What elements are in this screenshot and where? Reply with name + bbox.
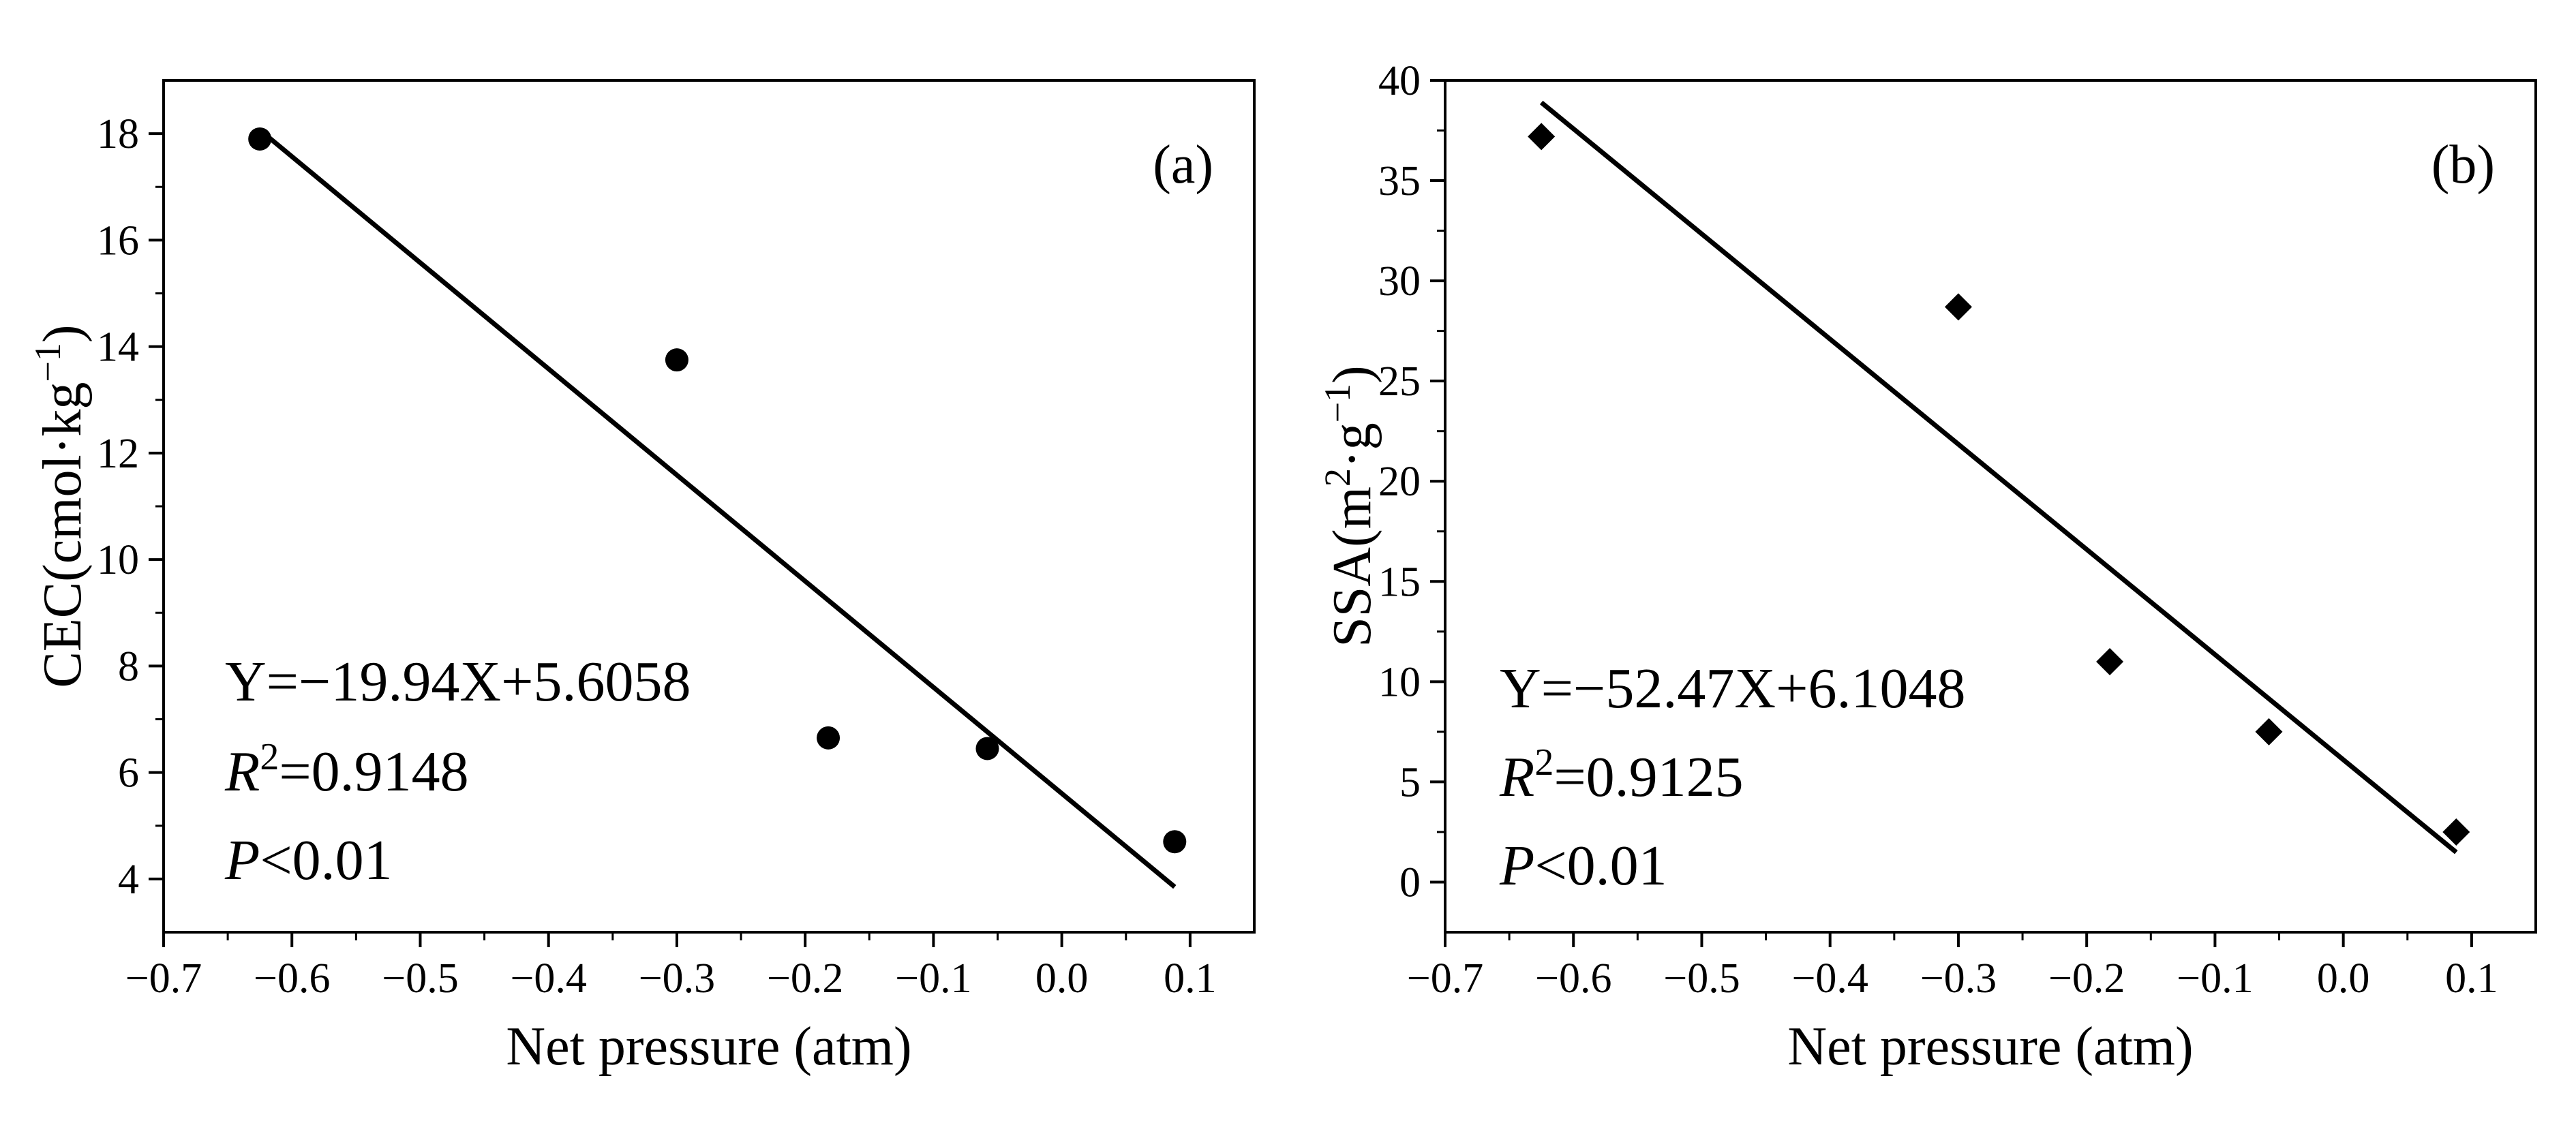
data-point <box>975 737 999 760</box>
data-points <box>1528 123 2470 846</box>
data-point <box>1944 293 1972 321</box>
y-axis-title-mid: ·g <box>1322 422 1382 468</box>
data-point <box>1528 123 1556 151</box>
regression-line <box>258 128 1177 889</box>
x-axis-ticks: −0.7 −0.6 −0.5 −0.4 −0.3 −0.2 −0.1 0.0 0.1 <box>125 932 1217 1002</box>
y-tick-label: 14 <box>97 324 139 371</box>
x-tick-label: −0.1 <box>2177 955 2253 1002</box>
y-tick-label: 12 <box>97 431 139 477</box>
y-axis-title-superscript: −1 <box>27 343 68 382</box>
p-value-annotation: P<0.01 <box>224 829 393 892</box>
r-squared-annotation: R2=0.9125 <box>1499 741 1744 809</box>
x-tick-label: −0.4 <box>1791 955 1868 1002</box>
y-axis-title-close: ) <box>33 325 93 343</box>
y-tick-label: 25 <box>1378 358 1421 405</box>
x-axis-title: Net pressure (atm) <box>1787 1017 2193 1077</box>
x-axis-title: Net pressure (atm) <box>506 1017 911 1077</box>
r-squared-value: =0.9125 <box>1554 745 1743 809</box>
r-squared-value: =0.9148 <box>279 740 468 803</box>
y-tick-label: 35 <box>1378 158 1421 204</box>
p-value-annotation: P<0.01 <box>1499 834 1667 897</box>
r-superscript: 2 <box>1534 741 1554 784</box>
y-tick-label: 30 <box>1378 258 1421 305</box>
x-tick-label: −0.3 <box>1920 955 1997 1002</box>
y-tick-label: 4 <box>118 857 139 903</box>
plot-frame <box>1444 79 2537 934</box>
y-axis-title-superscript-2: −1 <box>1317 384 1358 422</box>
regression-equation: Y=−52.47X+6.1048 <box>1500 657 1965 720</box>
p-letter: P <box>1499 834 1534 897</box>
y-axis-title: SSA(m2·g−1) <box>1317 365 1382 647</box>
data-points <box>248 127 1187 854</box>
chart-panel-a: −0.7 −0.6 −0.5 −0.4 −0.3 −0.2 −0.1 0.0 0.1 4 6 8 10… <box>27 79 1256 1077</box>
x-tick-label: −0.4 <box>510 955 586 1002</box>
y-axis-title-main: SSA(m <box>1322 487 1382 647</box>
x-tick-label: −0.1 <box>895 955 971 1002</box>
p-value: <0.01 <box>1534 834 1667 897</box>
x-tick-label: −0.3 <box>639 955 715 1002</box>
x-tick-label: −0.6 <box>1535 955 1611 1002</box>
data-point <box>2096 647 2124 675</box>
r-letter: R <box>224 740 260 803</box>
x-tick-label: −0.2 <box>767 955 843 1002</box>
panel-label: (b) <box>2431 135 2495 195</box>
x-axis-ticks: −0.7 −0.6 −0.5 −0.4 −0.3 −0.2 −0.1 0.0 0.1 <box>1407 932 2498 1002</box>
x-tick-label: −0.2 <box>2048 955 2125 1002</box>
x-tick-label: −0.6 <box>254 955 330 1002</box>
r-superscript: 2 <box>260 736 279 778</box>
y-tick-label: 20 <box>1378 459 1421 505</box>
y-tick-label: 15 <box>1378 559 1421 605</box>
y-tick-label: 18 <box>97 111 139 157</box>
panel-label: (a) <box>1153 135 1213 195</box>
x-tick-label: −0.5 <box>382 955 458 1002</box>
y-tick-label: 8 <box>118 643 139 690</box>
y-axis-title-close: ) <box>1322 365 1382 384</box>
x-tick-label: −0.7 <box>125 955 202 1002</box>
y-axis-title-superscript-1: 2 <box>1317 468 1358 487</box>
data-point <box>2255 718 2283 745</box>
x-tick-label: −0.5 <box>1663 955 1740 1002</box>
x-tick-label: 0.1 <box>2445 955 2498 1002</box>
y-tick-label: 0 <box>1399 859 1421 906</box>
x-tick-label: 0.1 <box>1164 955 1217 1002</box>
data-point <box>248 127 272 151</box>
y-tick-label: 40 <box>1378 58 1421 104</box>
chart-panel-b: −0.7 −0.6 −0.5 −0.4 −0.3 −0.2 −0.1 0.0 0.1 0 5 10 1… <box>1317 58 2537 1077</box>
y-tick-label: 5 <box>1399 759 1421 805</box>
data-point <box>1163 830 1187 854</box>
y-axis-title: CEC(cmol·kg−1) <box>27 325 93 688</box>
x-tick-label: 0.0 <box>1035 955 1089 1002</box>
r-letter: R <box>1499 745 1534 809</box>
y-tick-label: 6 <box>118 750 139 797</box>
x-tick-label: −0.7 <box>1407 955 1483 1002</box>
data-point <box>817 726 840 750</box>
x-tick-label: 0.0 <box>2317 955 2370 1002</box>
y-tick-label: 16 <box>97 217 139 264</box>
data-point <box>665 348 688 372</box>
y-tick-label: 10 <box>97 537 139 583</box>
plot-frame <box>162 79 1256 934</box>
p-value: <0.01 <box>260 829 392 892</box>
regression-equation: Y=−19.94X+5.6058 <box>225 650 691 713</box>
y-axis-ticks: 0 5 10 15 20 25 30 35 40 <box>1378 58 1445 906</box>
y-axis-title-main: CEC(cmol·kg <box>33 382 93 688</box>
regression-line <box>1539 100 2458 855</box>
p-letter: P <box>224 829 260 892</box>
data-point <box>2442 818 2470 846</box>
y-axis-ticks: 4 6 8 10 12 14 16 18 <box>97 111 164 903</box>
r-squared-annotation: R2=0.9148 <box>224 736 469 803</box>
y-tick-label: 10 <box>1378 659 1421 705</box>
